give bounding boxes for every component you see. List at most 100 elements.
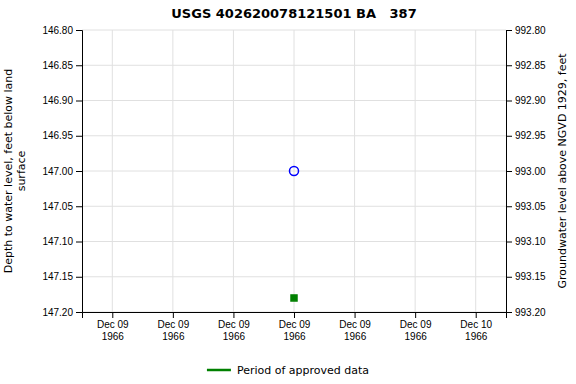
tick-mark — [76, 312, 82, 313]
tick-label: 146.85 — [42, 60, 73, 71]
tick: 146.85 — [42, 60, 82, 71]
tick-mark — [76, 30, 82, 31]
grid-line — [415, 30, 416, 312]
tick: 147.00 — [42, 166, 82, 177]
grid-line — [475, 30, 476, 312]
tick: Dec 091966 — [339, 312, 371, 342]
tick-mark — [506, 30, 512, 31]
tick-label-line: 1966 — [344, 331, 367, 342]
y-axis-label: Depth to water level, feet below landsur… — [2, 69, 28, 274]
grid-line — [112, 30, 113, 312]
series — [291, 295, 297, 301]
tick-label-line: Dec 09 — [279, 319, 311, 330]
tick: 993.20 — [506, 307, 546, 318]
tick-label: 147.05 — [42, 201, 73, 212]
tick-label-line: Dec 09 — [218, 319, 250, 330]
y-axis-label-line: Depth to water level, feet below land — [2, 69, 15, 274]
tick-mark — [76, 171, 82, 172]
tick-label: 992.95 — [515, 130, 546, 141]
tick-label: 147.20 — [42, 307, 73, 318]
tick: 992.80 — [506, 25, 546, 36]
tick-label: 992.85 — [515, 60, 546, 71]
tick-mark — [415, 312, 416, 318]
tick-label: 993.10 — [515, 236, 546, 247]
grid — [82, 30, 506, 312]
tick-mark — [476, 312, 477, 318]
tick-label-line: 1966 — [102, 331, 125, 342]
tick: Dec 091966 — [400, 312, 432, 342]
tick: 147.10 — [42, 236, 82, 247]
tick-label: 993.20 — [515, 307, 546, 318]
tick: 993.00 — [506, 166, 546, 177]
tick: 992.95 — [506, 130, 546, 141]
tick: Dec 091966 — [218, 312, 250, 342]
tick-label: Dec 091966 — [97, 319, 129, 342]
tick: 147.05 — [42, 201, 82, 212]
tick: Dec 101966 — [460, 312, 492, 342]
y2-axis-label: Groundwater level above NGVD 1929, feet — [556, 53, 569, 289]
tick: 147.15 — [42, 271, 82, 282]
tick: 993.05 — [506, 201, 546, 212]
tick-mark — [506, 206, 512, 207]
tick-mark — [76, 101, 82, 102]
marks — [289, 166, 298, 300]
tick: 992.85 — [506, 60, 546, 71]
grid-line — [233, 30, 234, 312]
tick: Dec 091966 — [158, 312, 190, 342]
tick-label-line: Dec 09 — [97, 319, 129, 330]
tick-mark — [506, 101, 512, 102]
grid-line — [172, 30, 173, 312]
tick-label: Dec 091966 — [218, 319, 250, 342]
tick-label: Dec 091966 — [339, 319, 371, 342]
grid-line — [354, 30, 355, 312]
axis-line — [83, 313, 507, 319]
tick: Dec 091966 — [97, 312, 129, 342]
tick-label-line: Dec 09 — [158, 319, 190, 330]
tick-label-line: Dec 09 — [339, 319, 371, 330]
tick-mark — [76, 206, 82, 207]
tick-mark — [76, 277, 82, 278]
tick-label-line: Dec 10 — [460, 319, 492, 330]
tick-mark — [506, 171, 512, 172]
tick-label: 147.10 — [42, 236, 73, 247]
tick-label: 146.95 — [42, 130, 73, 141]
point — [289, 166, 298, 175]
tick-mark — [76, 242, 82, 243]
legend-item: Period of approved data — [207, 364, 369, 377]
tick: 146.90 — [42, 95, 82, 106]
tick-label: Dec 091966 — [158, 319, 190, 342]
tick-mark — [506, 65, 512, 66]
y2-axis: 992.80 992.85 992.90 992.95 993.00 993.05 993.… — [506, 25, 546, 318]
tick: Dec 091966 — [279, 312, 311, 342]
tick: 147.20 — [42, 307, 82, 318]
tick: 992.90 — [506, 95, 546, 106]
legend-swatch — [207, 369, 231, 372]
tick-label-line: 1966 — [283, 331, 306, 342]
axis-line — [76, 31, 83, 313]
legend-label: Period of approved data — [237, 364, 369, 377]
tick-mark — [355, 312, 356, 318]
legend: Period of approved data — [207, 364, 369, 377]
tick-label: 992.80 — [515, 25, 546, 36]
tick-label: Dec 101966 — [460, 319, 492, 342]
tick-label: 147.00 — [42, 166, 73, 177]
tick-label: 993.05 — [515, 201, 546, 212]
tick-mark — [233, 312, 234, 318]
tick: 146.80 — [42, 25, 82, 36]
tick-mark — [506, 242, 512, 243]
tick-label: 993.15 — [515, 271, 546, 282]
tick-label-line: 1966 — [405, 331, 428, 342]
tick-mark — [506, 136, 512, 137]
series — [289, 166, 298, 175]
tick-label: 992.90 — [515, 95, 546, 106]
axis-line — [507, 31, 513, 313]
tick-label-line: Dec 09 — [400, 319, 432, 330]
tick-label-line: 1966 — [465, 331, 488, 342]
tick-label: Dec 091966 — [400, 319, 432, 342]
tick-label: 147.15 — [42, 271, 73, 282]
plot: 146.80 146.85 146.90 146.95 147.00 147.05 147.… — [2, 25, 569, 342]
tick-mark — [294, 312, 295, 318]
title: USGS 402620078121501 BA 387 — [171, 6, 416, 21]
tick: 146.95 — [42, 130, 82, 141]
tick-label: 146.90 — [42, 95, 73, 106]
